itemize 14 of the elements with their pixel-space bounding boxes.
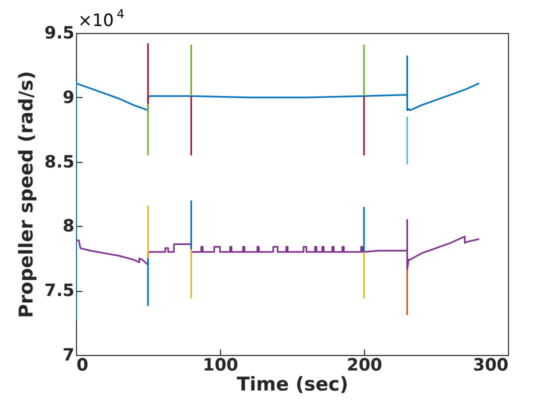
line-series (76, 55, 480, 322)
x-tick-label: 200 (346, 356, 382, 376)
y-tick-label: 9 (62, 88, 74, 108)
y-tick-label: 8.5 (44, 152, 74, 172)
line-series (76, 218, 480, 271)
y-tick-label: 7.5 (44, 281, 74, 302)
x-tick-label: 0 (76, 356, 88, 376)
y-axis-title: Propeller speed (rad/s) (15, 70, 38, 318)
x-tick-label: 300 (473, 356, 509, 376)
x-axis-title: Time (sec) (236, 374, 348, 396)
x-tick-label: 100 (202, 356, 238, 376)
y-tick-label: 9.5 (44, 24, 74, 44)
y-tick-label: 8 (62, 216, 74, 237)
y-tick-label: 7 (62, 346, 74, 366)
